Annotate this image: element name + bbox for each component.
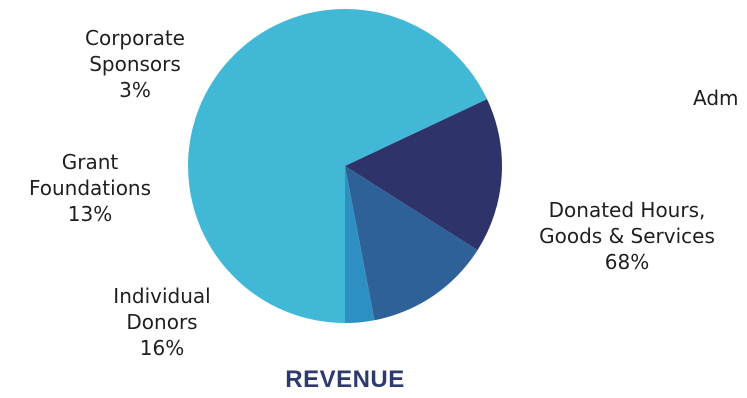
pie-slice-donated-hours-goods-services bbox=[188, 9, 488, 324]
pie-slice-grant-foundations bbox=[345, 166, 478, 321]
slice-label-individual-donors: Individual Donors 16% bbox=[113, 284, 210, 360]
pie-slice-corporate-sponsors bbox=[345, 166, 375, 323]
slice-label-corporate-sponsors: Corporate Sponsors 3% bbox=[85, 26, 185, 102]
slice-label-donated-hours-goods-services: Donated Hours, Goods & Services 68% bbox=[539, 198, 715, 274]
slice-label-grant-foundations: Grant Foundations 13% bbox=[29, 150, 151, 226]
pie-slice-individual-donors bbox=[345, 99, 503, 251]
partial-cutoff-label: Adm bbox=[693, 86, 739, 110]
chart-title: REVENUE bbox=[285, 366, 405, 393]
